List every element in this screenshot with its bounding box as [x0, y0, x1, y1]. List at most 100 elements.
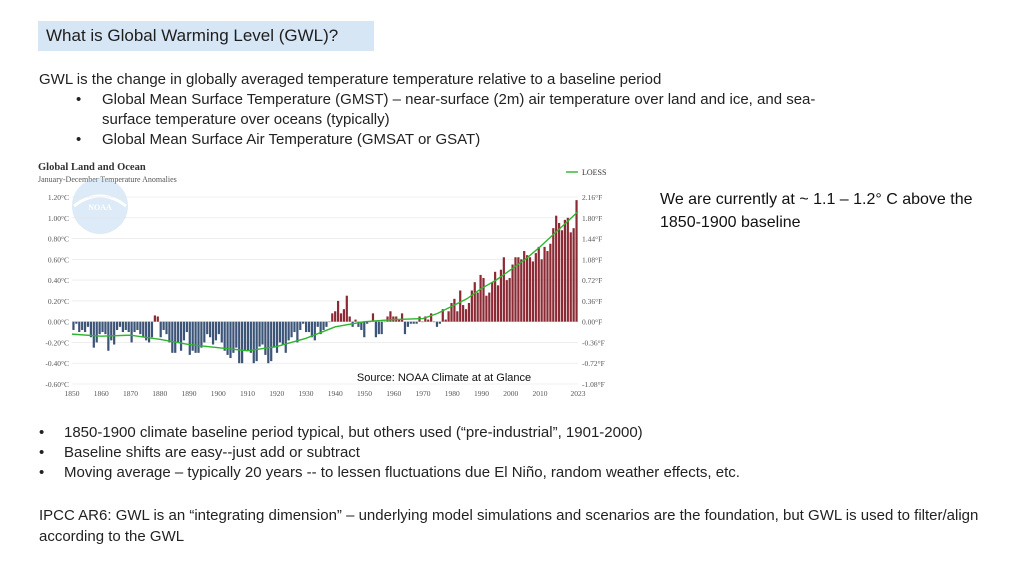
y-tick-label-left: 0.80°C — [48, 235, 69, 244]
y-tick-label-right: 1.80°F — [582, 214, 602, 223]
temperature-bar — [342, 309, 346, 322]
temperature-bar — [380, 321, 383, 335]
temperature-bar — [182, 321, 186, 341]
bullet-dot: • — [39, 444, 45, 461]
source-caption: Source: NOAA Climate at at Glance — [357, 372, 531, 384]
temperature-bar — [313, 321, 316, 341]
temperature-bar — [543, 246, 546, 322]
temperature-bar — [424, 316, 427, 322]
y-tick-label-right: 0.72°F — [582, 276, 602, 285]
bullet-baseline-shift: • Baseline shifts are easy--just add or … — [39, 443, 999, 463]
temperature-bar — [124, 321, 127, 330]
temperature-bar — [264, 321, 267, 355]
temperature-bar — [270, 321, 273, 362]
temperature-bar — [206, 321, 209, 335]
noaa-logo: NOAA — [72, 178, 128, 234]
temperature-bar — [427, 319, 430, 322]
x-tick-label: 1930 — [298, 389, 313, 398]
temperature-bar — [511, 264, 514, 322]
temperature-bar — [398, 319, 401, 322]
y-tick-label-left: 1.00°C — [48, 214, 69, 223]
y-tick-label-left: 0.40°C — [48, 276, 69, 285]
temperature-bar — [485, 295, 488, 322]
bullet-baseline-shift-text: Baseline shifts are easy--just add or su… — [64, 444, 360, 461]
temperature-bar — [336, 300, 340, 322]
temperature-bar — [200, 321, 203, 348]
temperature-bar — [491, 282, 494, 322]
temperature-bar — [502, 257, 505, 322]
temperature-bar — [98, 321, 101, 335]
temperature-bar — [284, 321, 287, 353]
temperature-bar — [520, 259, 523, 322]
temperature-bar — [153, 315, 156, 322]
x-tick-label: 1920 — [269, 389, 284, 398]
temperature-bar — [473, 282, 476, 322]
temperature-bar — [217, 321, 220, 335]
temperature-bar — [145, 321, 148, 341]
temperature-bar — [488, 292, 491, 322]
y-tick-label-left: -0.60°C — [45, 380, 69, 389]
temperature-bar — [412, 321, 415, 324]
temperature-bar — [339, 313, 343, 322]
temperature-bar — [188, 321, 191, 355]
temperature-bar — [104, 321, 107, 335]
temperature-bar — [453, 298, 456, 322]
temperature-bar — [348, 316, 351, 322]
temperature-bar — [432, 321, 436, 323]
temperature-bar — [575, 200, 578, 322]
temperature-bar — [174, 321, 177, 353]
temperature-bar — [168, 321, 171, 343]
temperature-bar — [400, 313, 404, 322]
temperature-bar — [403, 321, 407, 335]
intro-text: GWL is the change in globally averaged t… — [39, 71, 662, 88]
bullet-dot: • — [39, 464, 45, 481]
y-tick-label-right: 0.00°F — [582, 318, 602, 327]
temperature-bar — [479, 274, 482, 322]
temperature-bar — [81, 321, 84, 330]
temperature-bar — [319, 321, 322, 335]
x-tick-label: 1940 — [328, 389, 343, 398]
temperature-bar — [171, 321, 174, 353]
y-tick-label-right: -1.08°F — [582, 380, 605, 389]
temperature-bar — [322, 321, 325, 330]
temperature-bar — [526, 255, 529, 322]
temperature-bar — [537, 246, 540, 322]
temperature-bar — [409, 321, 412, 324]
y-tick-label-left: -0.40°C — [45, 359, 69, 368]
temperature-bar — [470, 290, 473, 322]
lower-bullets: • 1850-1900 climate baseline period typi… — [39, 423, 999, 483]
x-tick-label: 1960 — [386, 389, 401, 398]
temperature-bar — [238, 321, 241, 364]
temperature-bar — [508, 278, 511, 322]
temperature-bar — [462, 305, 465, 322]
temperature-bar — [241, 321, 244, 364]
temperature-bar — [290, 321, 293, 338]
temperature-bar — [127, 321, 130, 333]
temperature-bar — [386, 316, 389, 322]
temperature-bar — [246, 321, 250, 351]
temperature-bar — [552, 228, 555, 322]
temperature-bar — [130, 321, 133, 343]
temperature-bar — [444, 319, 447, 322]
temperature-bar — [374, 321, 377, 338]
temperature-bar — [377, 321, 380, 335]
temperature-bar — [438, 321, 441, 324]
x-tick-label: 2023 — [571, 389, 586, 398]
temperature-bar — [456, 311, 459, 322]
temperature-bar — [345, 295, 348, 322]
temperature-bar — [209, 321, 212, 338]
temperature-bar — [517, 257, 520, 322]
x-tick-label: 1900 — [211, 389, 226, 398]
temperature-bar — [258, 321, 261, 347]
temperature-bar — [430, 313, 433, 322]
temperature-bar — [156, 316, 159, 322]
temperature-bar — [555, 215, 558, 322]
temperature-bar — [316, 321, 319, 327]
temperature-bar — [159, 321, 162, 338]
bullet-dot: • — [76, 91, 82, 108]
temperature-bar — [435, 321, 439, 327]
temperature-bar — [249, 321, 252, 353]
temperature-bar — [540, 259, 543, 322]
bullet-gmst-text: Global Mean Surface Temperature (GMST) –… — [102, 91, 816, 108]
temperature-bar — [494, 271, 497, 322]
